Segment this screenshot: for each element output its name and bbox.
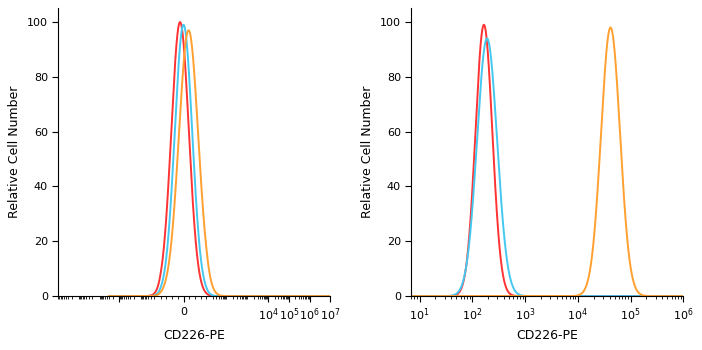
Y-axis label: Relative Cell Number: Relative Cell Number	[362, 86, 374, 218]
X-axis label: CD226-PE: CD226-PE	[517, 329, 578, 342]
X-axis label: CD226-PE: CD226-PE	[164, 329, 225, 342]
Y-axis label: Relative Cell Number: Relative Cell Number	[8, 86, 21, 218]
